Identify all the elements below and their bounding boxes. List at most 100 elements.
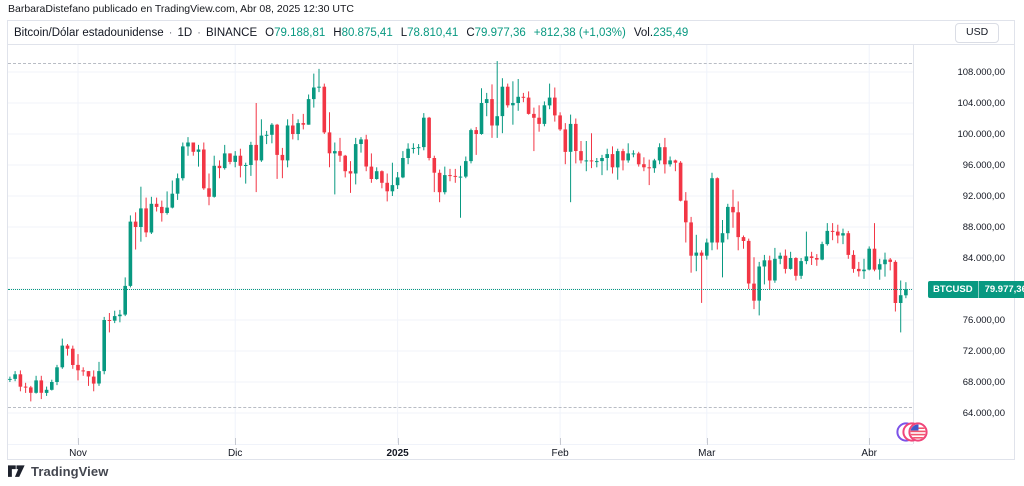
candle — [170, 180, 175, 209]
candle — [673, 159, 678, 172]
candle — [86, 371, 91, 386]
candle — [343, 154, 347, 178]
candle — [652, 158, 657, 173]
candle — [338, 137, 342, 162]
legend-separator: · — [197, 27, 201, 39]
time-tick — [869, 438, 871, 445]
candle — [422, 113, 426, 151]
candle — [427, 116, 431, 161]
candle — [411, 143, 416, 154]
candle — [196, 144, 201, 167]
candle — [558, 112, 562, 131]
candle — [406, 143, 410, 165]
symbol-title[interactable]: Bitcoin/Dólar estadounidense — [14, 27, 164, 39]
candle — [579, 141, 583, 164]
candle — [794, 257, 798, 281]
currency-toggle-usd-button[interactable]: USD — [955, 23, 1000, 43]
open-label: O — [265, 27, 275, 39]
candle — [537, 105, 541, 132]
candle — [820, 241, 824, 261]
candle — [175, 173, 180, 200]
candlestick-chart-canvas[interactable] — [8, 45, 913, 444]
candle — [154, 197, 159, 212]
candle — [474, 127, 478, 155]
candle — [626, 143, 630, 163]
price-tick-label: 68.000,00 — [962, 376, 1005, 388]
candle — [867, 246, 871, 271]
candle — [107, 313, 112, 333]
lower-dashed-level-line[interactable] — [8, 407, 952, 408]
time-tick — [235, 438, 237, 445]
candle — [390, 162, 395, 196]
candle — [841, 228, 845, 245]
candle — [112, 310, 117, 324]
candle — [568, 114, 573, 203]
candle — [715, 177, 720, 250]
time-tick — [78, 438, 79, 445]
candle — [731, 189, 735, 228]
candle — [207, 173, 211, 206]
candle — [353, 137, 358, 185]
time-tick-label: Nov — [69, 448, 87, 459]
time-tick — [706, 438, 708, 445]
candle — [615, 148, 620, 180]
legend-separator: · — [168, 27, 173, 39]
candle — [102, 316, 106, 375]
candle — [809, 251, 814, 265]
candle — [862, 258, 866, 279]
candle — [437, 169, 442, 203]
candle — [636, 151, 641, 167]
candle — [500, 78, 505, 134]
candle — [464, 156, 468, 179]
candle — [264, 130, 269, 145]
candle — [605, 148, 609, 171]
candle — [243, 162, 248, 184]
candle — [788, 251, 793, 270]
candle — [767, 255, 772, 290]
candle — [621, 148, 625, 171]
price-tick-label: 100.000,00 — [957, 128, 1005, 140]
price-tick-label: 76.000,00 — [962, 314, 1005, 326]
candle — [736, 201, 740, 251]
candle — [547, 83, 552, 110]
upper-dashed-level-line[interactable] — [8, 63, 952, 64]
candle — [369, 153, 374, 183]
candle — [762, 254, 767, 285]
candle — [306, 94, 311, 125]
candle — [296, 119, 300, 141]
candle — [123, 277, 127, 317]
candle — [13, 371, 17, 382]
price-scale[interactable]: 108.000,00 104.000,00 100.000,00 96.000,00 9… — [913, 45, 1014, 444]
candle — [904, 282, 908, 299]
interval-label[interactable]: 1D — [177, 27, 193, 39]
candle — [610, 146, 615, 174]
candle — [395, 172, 400, 189]
candle — [348, 161, 353, 193]
badge-price: 79.977,36 — [984, 284, 1024, 295]
chart-legend[interactable]: Bitcoin/Dólar estadounidense · 1D · BINA… — [14, 26, 688, 40]
candle — [18, 370, 23, 392]
candle — [888, 258, 892, 271]
exchange-label: BINANCE — [206, 27, 258, 39]
candle — [202, 142, 206, 190]
candle — [453, 168, 458, 183]
price-tick-label: 72.000,00 — [962, 345, 1005, 357]
tradingview-attribution-link[interactable]: TradingView — [8, 464, 108, 479]
candle — [574, 118, 578, 164]
time-tick-label: Abr — [861, 448, 877, 459]
candle — [233, 151, 237, 168]
candle — [55, 364, 59, 386]
candle — [893, 260, 898, 312]
candle — [186, 137, 190, 156]
candle — [443, 166, 447, 195]
candle — [270, 123, 274, 144]
candle — [191, 142, 196, 156]
candle — [642, 157, 646, 172]
candle — [212, 155, 216, 198]
time-scale[interactable]: Nov Dic 2025 Feb Mar Abr — [8, 438, 913, 460]
time-tick — [560, 438, 562, 445]
candle — [799, 258, 803, 279]
candle — [149, 196, 154, 234]
candle — [511, 81, 515, 125]
